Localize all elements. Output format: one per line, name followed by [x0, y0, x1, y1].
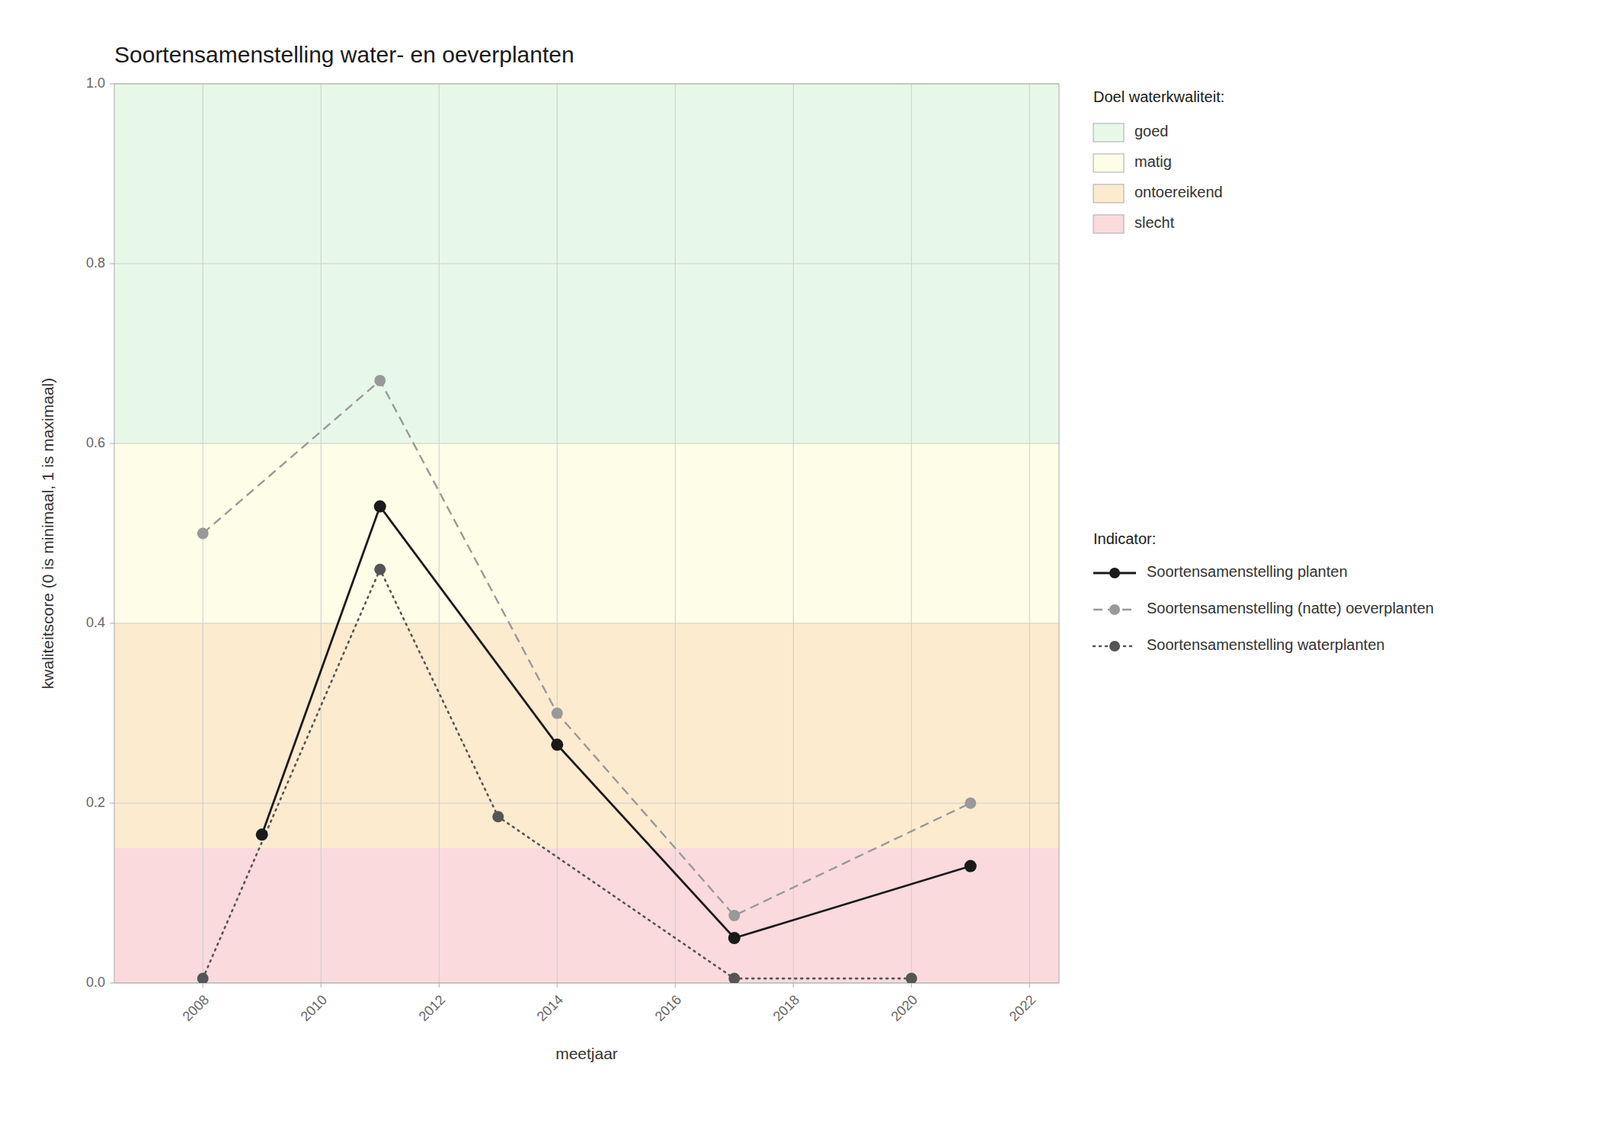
y-tick	[109, 83, 115, 85]
grid-line-x	[320, 83, 322, 983]
x-tick-label: 2008	[179, 992, 212, 1024]
grid	[114, 83, 1060, 983]
grid-line-x	[793, 83, 794, 983]
legend-title: Doel waterkwaliteit:	[1093, 88, 1225, 106]
y-tick-label: 0.4	[86, 614, 106, 631]
x-tick	[911, 982, 912, 988]
grid-line-y	[114, 263, 1060, 265]
y-tick-label: 0.0	[86, 974, 106, 990]
grid-line-y	[114, 623, 1060, 624]
series-marker	[728, 972, 740, 983]
quality-band	[114, 623, 1060, 848]
series-marker	[551, 707, 564, 720]
legend-entry: matig	[1134, 153, 1172, 170]
y-tick-label: 0.2	[86, 794, 106, 810]
y-tick-label: 0.6	[86, 435, 106, 451]
legend-entry: goed	[1134, 122, 1169, 140]
y-axis-label: kwaliteitscore (0 is minimaal, 1 is maxi…	[38, 377, 57, 689]
series-marker	[492, 810, 504, 823]
chart: 2008 2010 2012 2014 2016 2018 2020 2022 0.0 0.2 0.…	[0, 0, 1600, 1143]
legend-quality: Doel waterkwaliteit: goed matig ontoereiken…	[1093, 88, 1225, 234]
x-tick	[556, 982, 558, 988]
x-tick-label: 2016	[652, 992, 685, 1024]
series-line	[202, 380, 971, 916]
x-tick-label: 2010	[297, 992, 330, 1024]
legend-entry: Soortensamenstelling planten	[1146, 563, 1348, 580]
series-line	[262, 506, 971, 938]
x-tick-label: 2022	[1006, 992, 1039, 1024]
legend-marker	[1109, 567, 1120, 579]
x-tick	[1029, 982, 1031, 988]
x-axis-label: meetjaar	[555, 1044, 618, 1063]
legend-title: Indicator:	[1093, 530, 1156, 548]
x-tick	[675, 982, 676, 988]
grid-line-y	[114, 803, 1060, 804]
x-tick	[202, 982, 204, 988]
series-marker	[964, 860, 977, 873]
series-layer	[197, 374, 977, 983]
y-tick	[109, 982, 115, 984]
y-tick-label: 1.0	[86, 75, 106, 91]
legend-entry: Soortensamenstelling (natte) oeverplante…	[1146, 599, 1434, 617]
legend-entry: slecht	[1134, 214, 1175, 231]
ticks: 2008 2010 2012 2014 2016 2018 2020 2022 0.0 0.2 0.…	[86, 75, 1039, 1024]
legend-swatch	[1093, 214, 1124, 234]
series-marker	[964, 797, 976, 810]
x-tick-label: 2014	[534, 992, 567, 1024]
legend-indicator: Indicator: Soortensamenstelling planten So…	[1093, 530, 1434, 653]
series	[256, 500, 977, 944]
series-marker	[197, 528, 209, 540]
series-marker	[728, 931, 741, 944]
grid-line-x	[1029, 83, 1031, 983]
x-tick	[320, 982, 322, 988]
series-marker	[374, 563, 386, 576]
y-tick	[109, 803, 115, 804]
x-tick	[793, 982, 794, 988]
y-tick-label: 0.8	[86, 255, 106, 271]
series-marker	[374, 500, 387, 513]
x-tick-label: 2020	[888, 992, 921, 1024]
legend-swatch	[1093, 153, 1124, 173]
grid-line-x	[556, 83, 558, 983]
quality-band	[114, 443, 1060, 624]
grid-line-x	[438, 83, 440, 983]
series-marker	[197, 972, 209, 983]
series	[197, 374, 977, 922]
series-marker	[905, 972, 918, 983]
legend-swatch	[1093, 184, 1124, 203]
legend-marker	[1109, 640, 1120, 652]
legend-swatch	[1093, 123, 1124, 142]
legend-marker	[1109, 604, 1120, 615]
series-marker	[728, 909, 740, 922]
bands	[114, 83, 1060, 983]
series	[197, 563, 918, 983]
chart-title: Soortensamenstelling water- en oeverplan…	[114, 41, 575, 68]
quality-band	[114, 848, 1060, 983]
grid-line-x	[911, 83, 912, 983]
legend-entry: Soortensamenstelling waterplanten	[1146, 636, 1385, 653]
y-tick	[109, 623, 115, 624]
series-marker	[256, 828, 269, 841]
legend-entry: ontoereikend	[1134, 183, 1223, 201]
x-tick-label: 2012	[416, 992, 448, 1024]
y-tick	[109, 443, 115, 445]
y-tick	[109, 263, 115, 265]
quality-band	[114, 83, 1060, 444]
series-marker	[374, 374, 386, 387]
grid-line-y	[114, 443, 1060, 445]
x-tick-label: 2018	[770, 992, 803, 1024]
series-marker	[550, 738, 564, 751]
x-tick	[438, 982, 440, 988]
plot-frame	[114, 83, 1060, 983]
